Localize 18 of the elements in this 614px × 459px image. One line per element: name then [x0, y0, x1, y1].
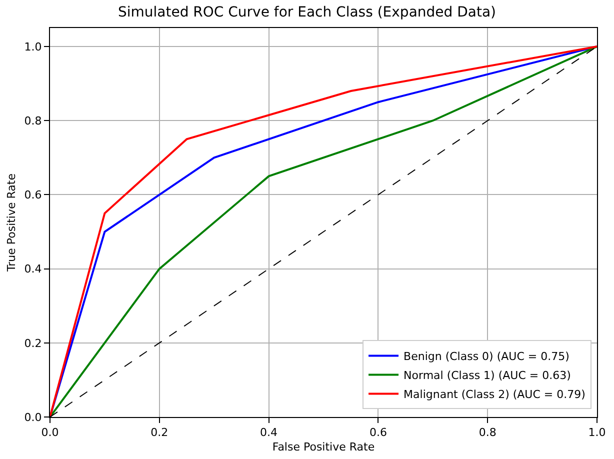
legend-label: Normal (Class 1) (AUC = 0.63) — [404, 369, 571, 382]
y-tick-label: 0.6 — [24, 188, 42, 202]
chart-title: Simulated ROC Curve for Each Class (Expanded Data) — [118, 4, 496, 21]
y-tick-label: 0.8 — [24, 114, 42, 128]
legend-label: Benign (Class 0) (AUC = 0.75) — [404, 350, 570, 364]
x-tick-label: 0.2 — [150, 426, 168, 440]
x-tick-label: 0.0 — [41, 426, 59, 440]
y-axis-title: True Positive Rate — [4, 173, 18, 272]
x-tick-label: 1.0 — [588, 426, 606, 440]
x-tick-label: 0.8 — [478, 426, 496, 440]
y-tick-label: 0.4 — [24, 262, 42, 276]
x-axis-title: False Positive Rate — [272, 440, 375, 454]
y-tick-label: 1.0 — [24, 40, 42, 54]
legend-label: Malignant (Class 2) (AUC = 0.79) — [404, 388, 586, 402]
y-tick-label: 0.0 — [24, 410, 42, 424]
x-tick-label: 0.4 — [260, 426, 278, 440]
x-tick-label: 0.6 — [369, 426, 387, 440]
y-tick-label: 0.2 — [24, 336, 42, 350]
